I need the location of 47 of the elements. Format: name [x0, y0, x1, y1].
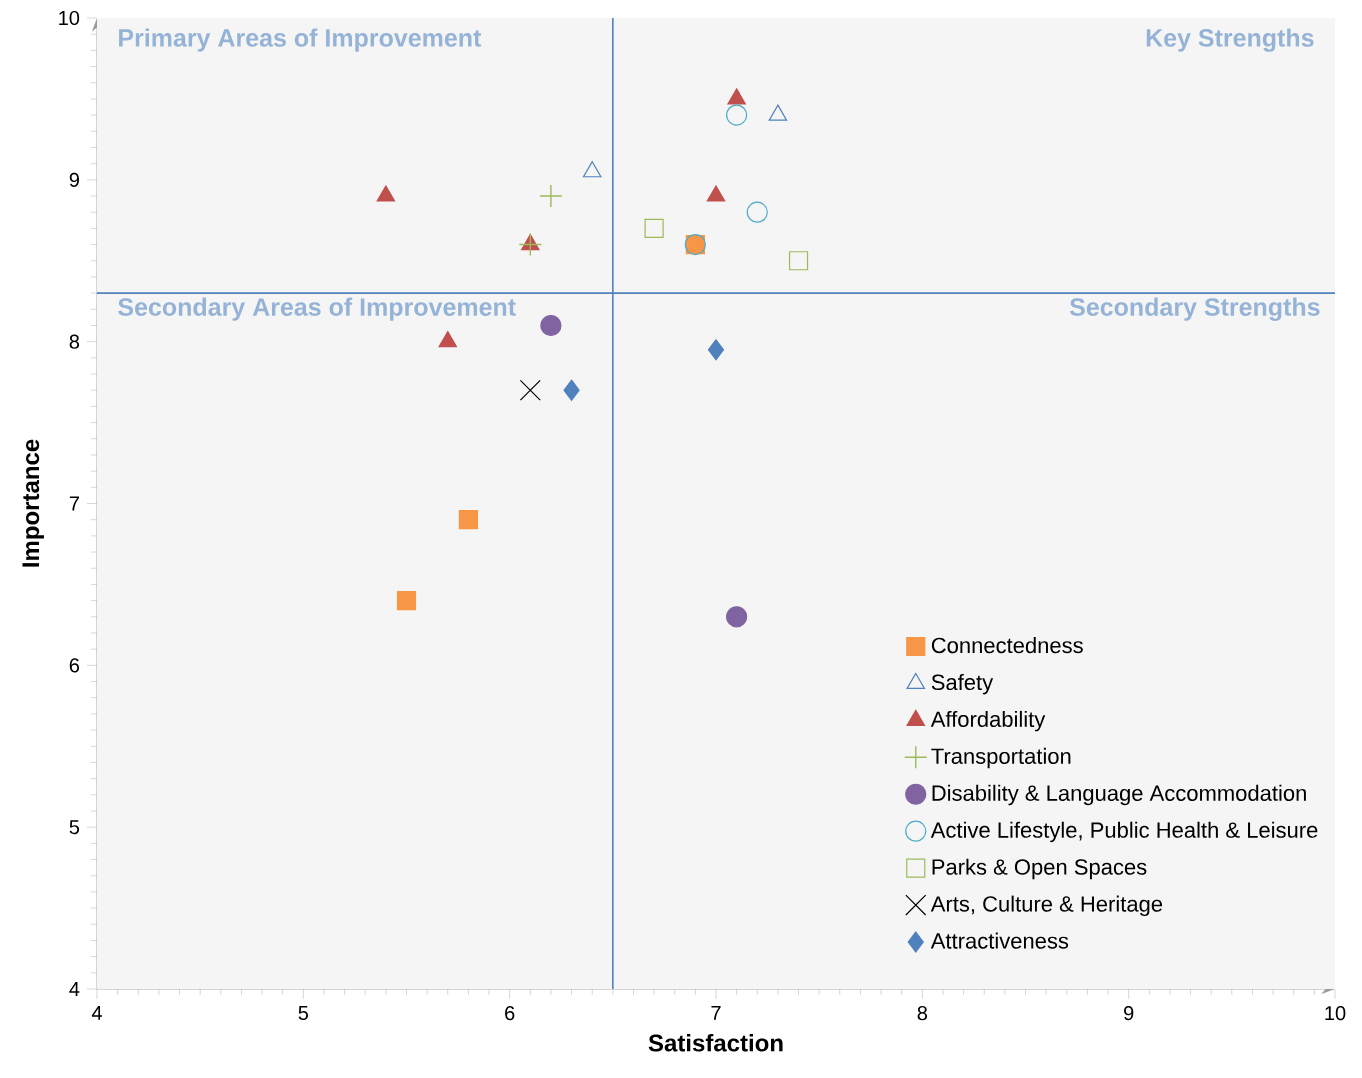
legend-label: Disability & Language Accommodation: [932, 784, 1306, 806]
point: [726, 104, 748, 126]
y-tick-label: 10: [59, 10, 80, 26]
legend-label: Arts, Culture & Heritage: [930, 895, 1163, 917]
x-tick-label: 9: [1124, 1006, 1134, 1021]
y-tick-label: 6: [69, 658, 80, 673]
legend-label: Active Lifestyle, Public Health & Leisure: [930, 821, 1318, 843]
annotation: Key Strengths: [1146, 28, 1314, 52]
x-axis-title: Satisfaction: [648, 1033, 783, 1052]
point: [788, 251, 809, 271]
point: [396, 591, 417, 611]
point: [707, 339, 725, 361]
point: [539, 185, 562, 208]
x-tick-label: 8: [917, 1006, 928, 1021]
y-tick-label: 5: [69, 820, 80, 835]
legend-label: Connectedness: [931, 637, 1083, 654]
x-tick-label: 10: [1325, 1006, 1346, 1021]
point: [519, 379, 541, 401]
point: [706, 185, 726, 202]
point: [458, 510, 478, 530]
y-tick-label: 8: [69, 334, 80, 349]
annotation: Secondary Strengths: [1069, 297, 1320, 321]
point: [438, 331, 458, 348]
point: [726, 606, 748, 628]
point: [582, 161, 602, 178]
legend-label: Safety: [931, 673, 994, 695]
point: [540, 314, 562, 337]
x-tick-label: 4: [91, 1006, 102, 1020]
legend-label: Affordability: [930, 710, 1046, 732]
point: [376, 185, 396, 202]
annotation: Primary Areas of Improvement: [119, 28, 482, 52]
legend-label: Attractiveness: [930, 932, 1069, 949]
point: [727, 88, 746, 105]
point: [768, 104, 788, 121]
y-tick-label: 4: [69, 982, 80, 996]
y-axis-title: Importance: [22, 439, 44, 567]
x-tick-label: 5: [298, 1006, 309, 1021]
annotation: Secondary Areas of Improvement: [118, 297, 516, 321]
legend-label: Parks & Open Spaces: [932, 858, 1147, 880]
y-tick-label: 9: [69, 172, 79, 187]
x-tick-label: 7: [711, 1006, 721, 1020]
y-tick-label: 7: [69, 496, 79, 511]
point: [563, 379, 580, 401]
point: [746, 201, 768, 223]
legend-label: Transportation: [931, 747, 1071, 769]
x-tick-label: 6: [505, 1006, 515, 1021]
point: [644, 218, 664, 238]
